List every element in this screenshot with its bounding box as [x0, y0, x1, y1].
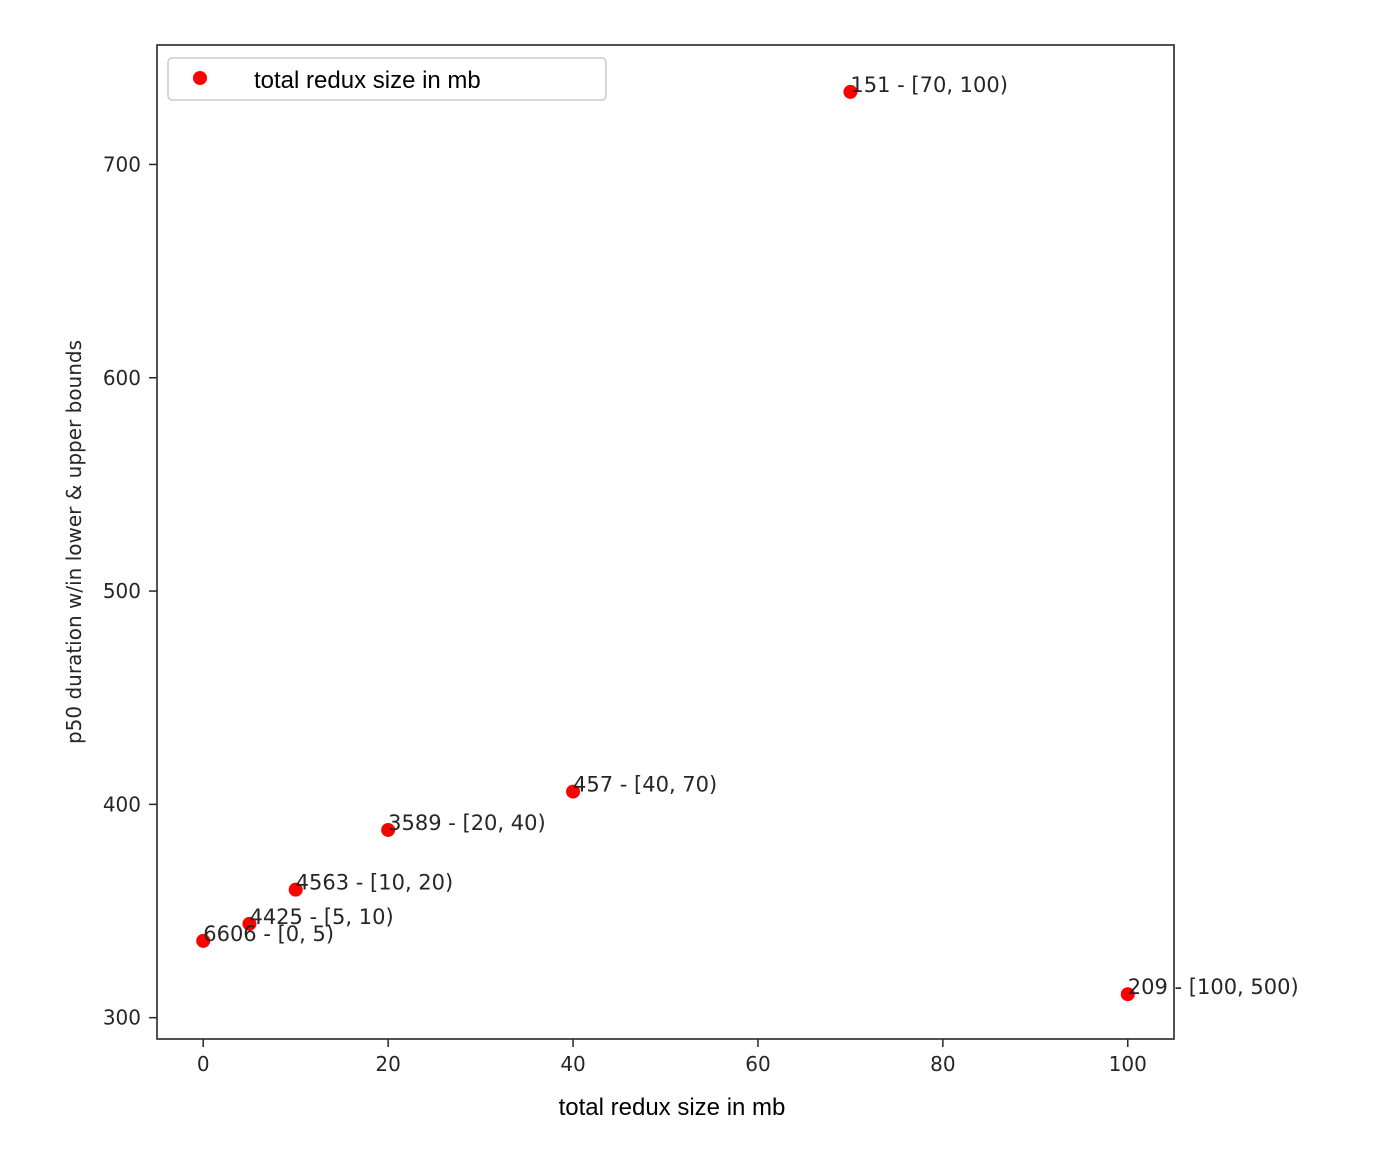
point-label: 4563 - [10, 20) — [296, 871, 454, 895]
y-tick-label: 600 — [103, 366, 141, 390]
legend-box — [167, 57, 607, 101]
y-tick-label: 400 — [103, 792, 141, 816]
y-tick-label: 500 — [103, 579, 141, 603]
point-label: 6606 - [0, 5) — [203, 922, 334, 946]
y-tick-label: 300 — [103, 1006, 141, 1030]
data-point — [196, 933, 211, 948]
data-point — [566, 784, 581, 799]
data-points — [196, 84, 1135, 1002]
point-label: 4425 - [5, 10) — [249, 905, 393, 929]
x-tick-label: 20 — [375, 1052, 400, 1076]
point-label: 209 - [100, 500) — [1128, 975, 1299, 999]
x-axis-label: total redux size in mb — [559, 1094, 786, 1121]
data-point — [843, 84, 858, 99]
data-point — [381, 822, 396, 837]
y-tick-label: 700 — [103, 152, 141, 176]
data-point — [1120, 987, 1135, 1002]
data-point — [288, 882, 303, 897]
x-tick-label: 60 — [745, 1052, 770, 1076]
legend: total redux size in mb — [167, 57, 607, 101]
data-point — [242, 916, 257, 931]
y-axis-label: p50 duration w/in lower & upper bounds — [62, 340, 86, 744]
x-tick-label: 40 — [560, 1052, 585, 1076]
x-tick-label: 80 — [930, 1052, 955, 1076]
legend-entry: total redux size in mb — [254, 67, 481, 94]
point-label: 151 - [70, 100) — [850, 73, 1008, 97]
axis-ticks: 0 20 40 60 80 100 300 400 500 600 700 — [103, 152, 1147, 1076]
point-label: 457 - [40, 70) — [573, 773, 717, 797]
point-labels: 6606 - [0, 5)4425 - [5, 10) 4563 - [10, 2… — [203, 73, 1298, 999]
x-tick-label: 100 — [1109, 1052, 1147, 1076]
plot-area — [156, 44, 1175, 1040]
point-label: 3589 - [20, 40) — [388, 811, 546, 835]
x-tick-label: 0 — [197, 1052, 210, 1076]
legend-marker — [193, 71, 207, 85]
